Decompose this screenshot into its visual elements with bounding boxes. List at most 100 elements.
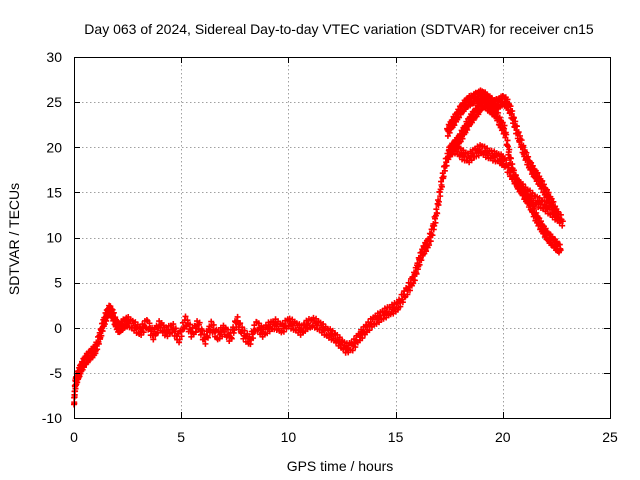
- data-point: [416, 261, 423, 268]
- data-point: [445, 156, 452, 163]
- series-1: [444, 87, 562, 223]
- data-point: [336, 334, 343, 341]
- data-point: [150, 336, 157, 343]
- data-point: [501, 122, 508, 129]
- data-point: [418, 257, 425, 264]
- data-point: [453, 141, 460, 148]
- data-point: [559, 218, 566, 225]
- data-point: [513, 123, 520, 130]
- data-point: [495, 109, 502, 116]
- data-point: [432, 219, 439, 226]
- data-point: [459, 135, 466, 142]
- data-point: [525, 153, 532, 160]
- y-tick-label: 15: [46, 184, 62, 200]
- data-point: [99, 328, 106, 335]
- y-axis-label: SDTVAR / TECUs: [6, 183, 22, 295]
- data-point: [399, 299, 406, 306]
- data-point: [523, 149, 530, 156]
- data-point: [504, 96, 511, 103]
- data-point: [140, 329, 147, 336]
- data-point: [95, 340, 102, 347]
- data-point: [503, 157, 510, 164]
- data-point: [366, 327, 373, 334]
- data-point: [359, 335, 366, 342]
- data-point: [440, 173, 447, 180]
- data-point: [540, 181, 547, 188]
- data-point: [451, 122, 458, 129]
- data-point: [438, 183, 445, 190]
- data-point: [496, 114, 503, 121]
- data-point: [531, 205, 538, 212]
- data-point: [539, 177, 546, 184]
- data-point: [557, 247, 564, 254]
- data-point: [205, 334, 211, 341]
- series-2: [446, 141, 566, 229]
- data-point: [423, 248, 430, 255]
- data-point: [172, 325, 179, 332]
- data-point: [434, 210, 441, 217]
- data-point: [280, 328, 287, 335]
- y-tick-label: -5: [50, 365, 63, 381]
- data-point: [94, 346, 101, 353]
- y-tick-label: 10: [46, 230, 62, 246]
- data-point: [237, 320, 244, 327]
- x-tick-label: 10: [281, 429, 297, 445]
- x-tick-label: 20: [495, 429, 511, 445]
- y-tick-label: 0: [54, 320, 62, 336]
- data-point: [170, 321, 177, 328]
- data-point: [210, 321, 217, 328]
- y-tick-label: -10: [42, 410, 62, 426]
- data-point: [98, 332, 105, 339]
- data-point: [228, 335, 235, 342]
- data-point: [464, 127, 471, 134]
- data-point: [537, 218, 544, 225]
- x-tick-label: 5: [177, 429, 185, 445]
- data-point: [545, 189, 552, 196]
- y-tick-label: 25: [46, 94, 62, 110]
- data-point: [196, 319, 203, 326]
- data-point: [518, 137, 525, 144]
- data-point: [446, 129, 453, 136]
- data-point: [503, 131, 510, 138]
- x-axis-label: GPS time / hours: [287, 458, 394, 474]
- data-point: [397, 303, 404, 310]
- data-point: [475, 111, 482, 118]
- data-point: [505, 161, 512, 168]
- data-point: [462, 106, 469, 113]
- data-point: [507, 155, 514, 162]
- data-point: [182, 313, 189, 320]
- data-point: [241, 327, 248, 334]
- data-point: [506, 146, 513, 153]
- data-point: [468, 157, 475, 164]
- grid: [74, 57, 610, 418]
- x-tick-label: 0: [70, 429, 78, 445]
- data-point: [176, 336, 183, 343]
- data-point: [520, 142, 527, 149]
- data-point: [234, 313, 241, 320]
- data-point: [504, 137, 511, 144]
- x-tick-label: 25: [602, 429, 618, 445]
- data-point: [250, 335, 257, 342]
- data-point: [534, 169, 541, 176]
- axis-ticks: 0 5 10 15 20 25 -10 -5 0 5 10 15 20 25 30: [42, 49, 618, 445]
- data-point: [443, 162, 450, 169]
- data-point: [529, 189, 536, 196]
- data-point: [550, 198, 557, 205]
- chart-title: Day 063 of 2024, Sidereal Day-to-day VTE…: [84, 21, 594, 37]
- data-point: [110, 309, 117, 316]
- data-point: [411, 277, 418, 284]
- data-point: [178, 333, 185, 340]
- data-point: [533, 209, 540, 216]
- data-marks: [71, 87, 566, 408]
- y-tick-label: 30: [46, 49, 62, 65]
- data-point: [186, 321, 193, 328]
- data-point: [529, 162, 536, 169]
- data-point: [519, 181, 526, 188]
- data-point: [80, 364, 87, 371]
- data-point: [352, 344, 359, 351]
- data-point: [509, 107, 516, 114]
- data-point: [431, 222, 438, 229]
- data-point: [413, 270, 420, 277]
